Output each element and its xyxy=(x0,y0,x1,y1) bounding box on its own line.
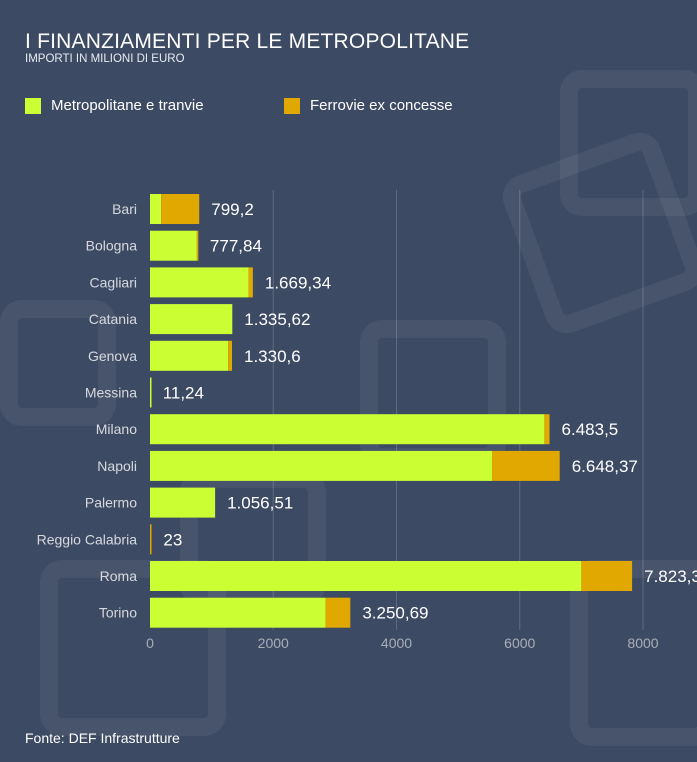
bar-metropolitane xyxy=(150,304,233,335)
total-value-label: 799,2 xyxy=(211,200,254,219)
total-value-label: 7.823,3 xyxy=(644,567,697,586)
bar-metropolitane xyxy=(150,450,493,481)
bar-ferrovie xyxy=(228,340,232,371)
bar-ferrovie xyxy=(150,524,152,555)
legend-swatch-metropolitane xyxy=(25,97,41,114)
legend-label-ferrovie: Ferrovie ex concesse xyxy=(310,97,453,114)
total-value-label: 1.669,34 xyxy=(265,273,331,292)
total-value-label: 3.250,69 xyxy=(362,604,428,623)
total-value-label: 1.335,62 xyxy=(244,310,310,329)
bar-ferrovie xyxy=(325,597,351,628)
category-label: Reggio Calabria xyxy=(37,531,138,547)
legend-swatch-ferrovie xyxy=(284,97,300,114)
legend-label-metropolitane: Metropolitane e tranvie xyxy=(51,97,204,114)
bar-metropolitane xyxy=(150,597,326,628)
bar-metropolitane xyxy=(150,267,249,298)
category-label: Catania xyxy=(89,311,137,327)
chart-subtitle: IMPORTI IN MILIONI DI EURO xyxy=(25,53,185,65)
bar-ferrovie xyxy=(544,414,550,445)
bar-metropolitane xyxy=(150,230,197,261)
bar-ferrovie xyxy=(196,230,199,261)
bar-metropolitane xyxy=(150,377,152,408)
background-shape xyxy=(0,300,116,426)
legend-item-metropolitane: Metropolitane e tranvie xyxy=(25,97,204,114)
bar-ferrovie xyxy=(248,267,253,298)
source-note: Fonte: DEF Infrastrutture xyxy=(25,730,180,746)
category-label: Milano xyxy=(96,421,137,437)
total-value-label: 6.483,5 xyxy=(562,420,619,439)
category-label: Bologna xyxy=(86,238,138,254)
bar-metropolitane xyxy=(150,561,582,591)
category-label: Genova xyxy=(88,348,137,364)
category-label: Torino xyxy=(99,605,137,621)
bar-metropolitane xyxy=(150,414,545,445)
category-label: Messina xyxy=(85,385,137,401)
total-value-label: 23 xyxy=(163,530,182,549)
total-value-label: 777,84 xyxy=(210,237,262,256)
category-label: Cagliari xyxy=(90,274,137,290)
x-tick-label: 8000 xyxy=(627,635,658,651)
total-value-label: 6.648,37 xyxy=(572,457,638,476)
background-shape xyxy=(560,70,697,216)
category-label: Palermo xyxy=(85,495,137,511)
bar-ferrovie xyxy=(581,561,633,591)
chart-title: I FINANZIAMENTI PER LE METROPOLITANE xyxy=(25,30,470,53)
bar-ferrovie xyxy=(161,194,200,224)
category-label: Roma xyxy=(100,568,138,584)
legend-item-ferrovie: Ferrovie ex concesse xyxy=(284,97,453,114)
x-tick-label: 4000 xyxy=(381,635,412,651)
total-value-label: 11,24 xyxy=(163,384,204,403)
total-value-label: 1.056,51 xyxy=(227,494,293,513)
category-label: Bari xyxy=(112,201,137,217)
bar-metropolitane xyxy=(150,194,162,224)
x-tick-label: 0 xyxy=(146,635,154,651)
bar-metropolitane xyxy=(150,487,216,518)
total-value-label: 1.330,6 xyxy=(244,347,301,366)
x-tick-label: 6000 xyxy=(504,635,535,651)
bar-ferrovie xyxy=(492,450,560,481)
bar-metropolitane xyxy=(150,340,229,371)
x-tick-label: 2000 xyxy=(258,635,289,651)
category-label: Napoli xyxy=(97,458,137,474)
